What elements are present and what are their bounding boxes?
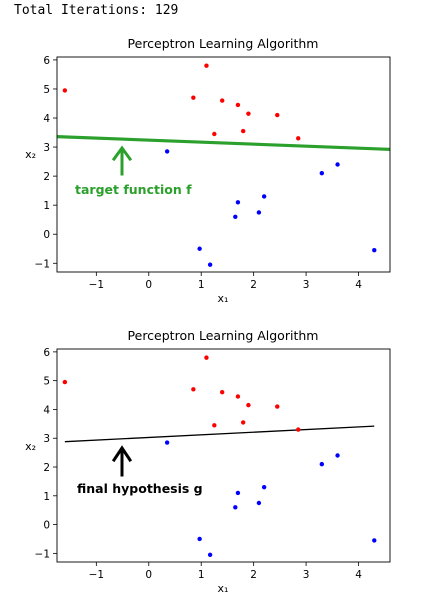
data-point bbox=[236, 491, 240, 495]
data-point bbox=[191, 387, 195, 391]
data-point bbox=[335, 162, 339, 166]
data-point bbox=[165, 149, 169, 153]
y-tick-label: −1 bbox=[35, 258, 50, 270]
x-tick-label: 2 bbox=[250, 569, 257, 581]
data-point bbox=[63, 380, 67, 384]
data-point bbox=[220, 390, 224, 394]
data-point bbox=[241, 129, 245, 133]
data-point bbox=[320, 171, 324, 175]
data-point bbox=[275, 113, 279, 117]
data-point bbox=[372, 248, 376, 252]
data-point bbox=[233, 505, 237, 509]
y-tick-label: 0 bbox=[43, 520, 50, 532]
x-tick-label: 2 bbox=[250, 279, 257, 291]
data-point bbox=[204, 64, 208, 68]
x-tick-label: 0 bbox=[145, 279, 152, 291]
chart-title: Perceptron Learning Algorithm bbox=[128, 328, 319, 343]
data-point bbox=[257, 501, 261, 505]
plot-frame bbox=[57, 349, 390, 562]
data-point bbox=[241, 420, 245, 424]
data-point bbox=[236, 394, 240, 398]
y-tick-label: 4 bbox=[43, 404, 50, 416]
final-hypothesis-chart: Perceptron Learning Algorithm x₁ x₂ −1 0 1… bbox=[0, 318, 437, 606]
data-point bbox=[208, 263, 212, 267]
data-point bbox=[212, 132, 216, 136]
y-tick-label: 4 bbox=[43, 113, 50, 125]
y-tick-label: −1 bbox=[35, 548, 50, 560]
x-tick-label: 3 bbox=[303, 279, 310, 291]
y-tick-label: 5 bbox=[43, 84, 50, 96]
y-axis-label: x₂ bbox=[25, 148, 36, 161]
x-tick-label: 1 bbox=[198, 279, 205, 291]
data-point bbox=[246, 111, 250, 115]
target-function-annotation: target function f bbox=[75, 182, 192, 197]
data-point bbox=[212, 423, 216, 427]
x-tick-label: −1 bbox=[89, 569, 104, 581]
y-tick-label: 0 bbox=[43, 229, 50, 241]
data-point bbox=[320, 462, 324, 466]
x-axis-label: x₁ bbox=[218, 292, 229, 305]
x-tick-label: −1 bbox=[89, 279, 104, 291]
data-point bbox=[197, 247, 201, 251]
x-axis-label: x₁ bbox=[218, 582, 229, 595]
data-point bbox=[296, 136, 300, 140]
data-point bbox=[233, 215, 237, 219]
chart-title: Perceptron Learning Algorithm bbox=[128, 36, 319, 51]
data-point bbox=[262, 485, 266, 489]
data-point bbox=[165, 440, 169, 444]
target-function-chart: Perceptron Learning Algorithm x₁ x₂ −1 0 1… bbox=[0, 26, 437, 316]
data-point bbox=[63, 88, 67, 92]
data-point bbox=[197, 537, 201, 541]
data-point bbox=[335, 453, 339, 457]
data-point bbox=[204, 355, 208, 359]
data-point bbox=[262, 194, 266, 198]
x-tick-label: 0 bbox=[145, 569, 152, 581]
y-tick-label: 6 bbox=[43, 347, 50, 359]
x-tick-label: 4 bbox=[355, 279, 362, 291]
data-point bbox=[246, 403, 250, 407]
iterations-header: Total Iterations: 129 bbox=[14, 3, 178, 18]
decision-line bbox=[57, 137, 390, 150]
y-tick-label: 1 bbox=[43, 491, 50, 503]
data-point bbox=[236, 103, 240, 107]
arrow-up-icon bbox=[114, 148, 130, 174]
y-tick-label: 2 bbox=[43, 462, 50, 474]
data-point bbox=[191, 95, 195, 99]
data-point bbox=[296, 427, 300, 431]
data-point bbox=[257, 210, 261, 214]
data-point bbox=[275, 404, 279, 408]
y-tick-label: 3 bbox=[43, 142, 50, 154]
decision-line bbox=[65, 426, 374, 442]
y-axis-label: x₂ bbox=[25, 440, 36, 453]
x-tick-label: 3 bbox=[303, 569, 310, 581]
y-tick-label: 5 bbox=[43, 376, 50, 388]
final-hypothesis-annotation: final hypothesis g bbox=[77, 481, 203, 496]
y-tick-label: 2 bbox=[43, 171, 50, 183]
x-tick-label: 4 bbox=[355, 569, 362, 581]
data-point bbox=[208, 553, 212, 557]
y-tick-label: 3 bbox=[43, 433, 50, 445]
arrow-up-icon bbox=[114, 448, 130, 475]
y-tick-label: 1 bbox=[43, 200, 50, 212]
y-tick-label: 6 bbox=[43, 55, 50, 67]
x-tick-label: 1 bbox=[198, 569, 205, 581]
plot-frame bbox=[57, 57, 390, 272]
data-point bbox=[220, 98, 224, 102]
data-point bbox=[236, 200, 240, 204]
data-point bbox=[372, 538, 376, 542]
